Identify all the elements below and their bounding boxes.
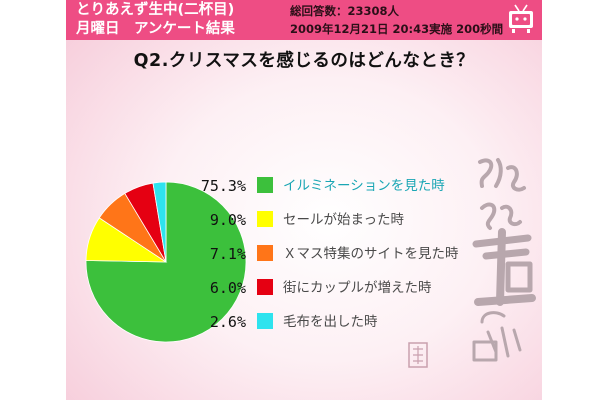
legend-swatch	[257, 211, 273, 227]
legend-percent: 2.6%	[209, 313, 246, 331]
survey-header: とりあえず生中(二杯目) 月曜日 アンケート結果 総回答数：23308人 200…	[66, 0, 542, 40]
toriaezu-namachu-stamp-icon	[472, 158, 536, 362]
legend-percent: 6.0%	[209, 279, 246, 297]
legend-percent: 9.0%	[209, 211, 246, 229]
show-title: とりあえず生中(二杯目)	[76, 2, 235, 18]
legend-label: Ｘマス特集のサイトを見た時	[283, 246, 459, 262]
legend-label: 毛布を出した時	[283, 314, 378, 330]
legend-label: イルミネーションを見た時	[283, 178, 445, 194]
legend-swatch	[257, 279, 273, 295]
legend-label: 街にカップルが増えた時	[283, 280, 432, 296]
legend-swatch	[257, 313, 273, 329]
survey-date: 2009年12月21日 20:43実施 200秒間	[290, 22, 504, 36]
legend-swatch	[257, 177, 273, 193]
survey-panel: とりあえず生中(二杯目) 月曜日 アンケート結果 総回答数：23308人 200…	[66, 0, 542, 400]
total-respondents: 総回答数：23308人	[290, 4, 400, 18]
pie-chart	[85, 181, 247, 343]
survey-subtitle: 月曜日 アンケート結果	[76, 21, 235, 37]
legend-percent: 75.3%	[200, 177, 246, 195]
tv-mascot-icon	[509, 4, 533, 33]
seal-stamp-icon	[408, 342, 428, 368]
legend-label: セールが始まった時	[283, 212, 404, 228]
legend-percent: 7.1%	[209, 245, 246, 263]
pie-slice-5	[152, 181, 167, 263]
legend-swatch	[257, 245, 273, 261]
question-title: Q2.クリスマスを感じるのはどんなとき？	[133, 51, 475, 71]
